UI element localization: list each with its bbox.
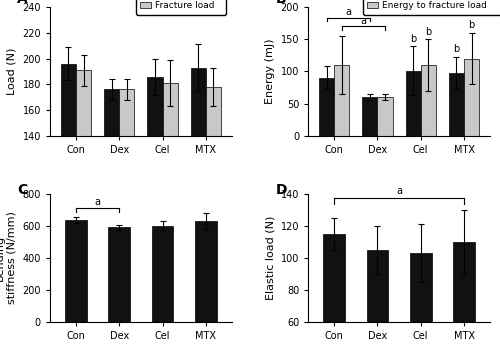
Bar (324, 234, 345, 354)
Text: A: A (18, 0, 28, 6)
Text: b: b (454, 44, 460, 54)
Text: b: b (410, 34, 416, 44)
Bar (206, 87, 221, 316)
Bar (162, 83, 178, 316)
Bar (148, 76, 162, 316)
Bar (453, 242, 475, 354)
Text: a: a (345, 7, 351, 17)
Y-axis label: Elastic load (N): Elastic load (N) (265, 216, 275, 300)
Text: a: a (396, 186, 402, 196)
Bar (319, 78, 334, 136)
Bar (464, 58, 479, 136)
Text: a: a (360, 16, 366, 26)
Bar (190, 68, 206, 316)
Bar (378, 97, 392, 136)
Bar (76, 70, 91, 316)
Legend: Energy to maximum load, Energy to fracture load: Energy to maximum load, Energy to fractu… (363, 0, 500, 15)
Bar (406, 71, 420, 136)
Text: a: a (94, 197, 100, 207)
Bar (152, 226, 174, 322)
Bar (449, 73, 464, 136)
Text: b: b (468, 20, 474, 30)
Bar (334, 65, 349, 136)
Text: D: D (276, 183, 287, 197)
Bar (420, 65, 436, 136)
Bar (195, 221, 216, 322)
Legend: Maximum load, Fracture load: Maximum load, Fracture load (136, 0, 226, 15)
Bar (362, 97, 378, 136)
Text: b: b (425, 27, 432, 37)
Bar (366, 250, 388, 354)
Bar (120, 89, 134, 316)
Y-axis label: Load (N): Load (N) (7, 48, 17, 95)
Bar (61, 64, 76, 316)
Bar (104, 89, 120, 316)
Bar (65, 220, 87, 322)
Text: C: C (18, 183, 28, 197)
Text: B: B (276, 0, 286, 6)
Y-axis label: Energy (mJ): Energy (mJ) (265, 39, 275, 104)
Bar (410, 253, 432, 354)
Bar (108, 227, 130, 322)
Y-axis label: Bending
stiffness (N/mm): Bending stiffness (N/mm) (0, 211, 17, 304)
